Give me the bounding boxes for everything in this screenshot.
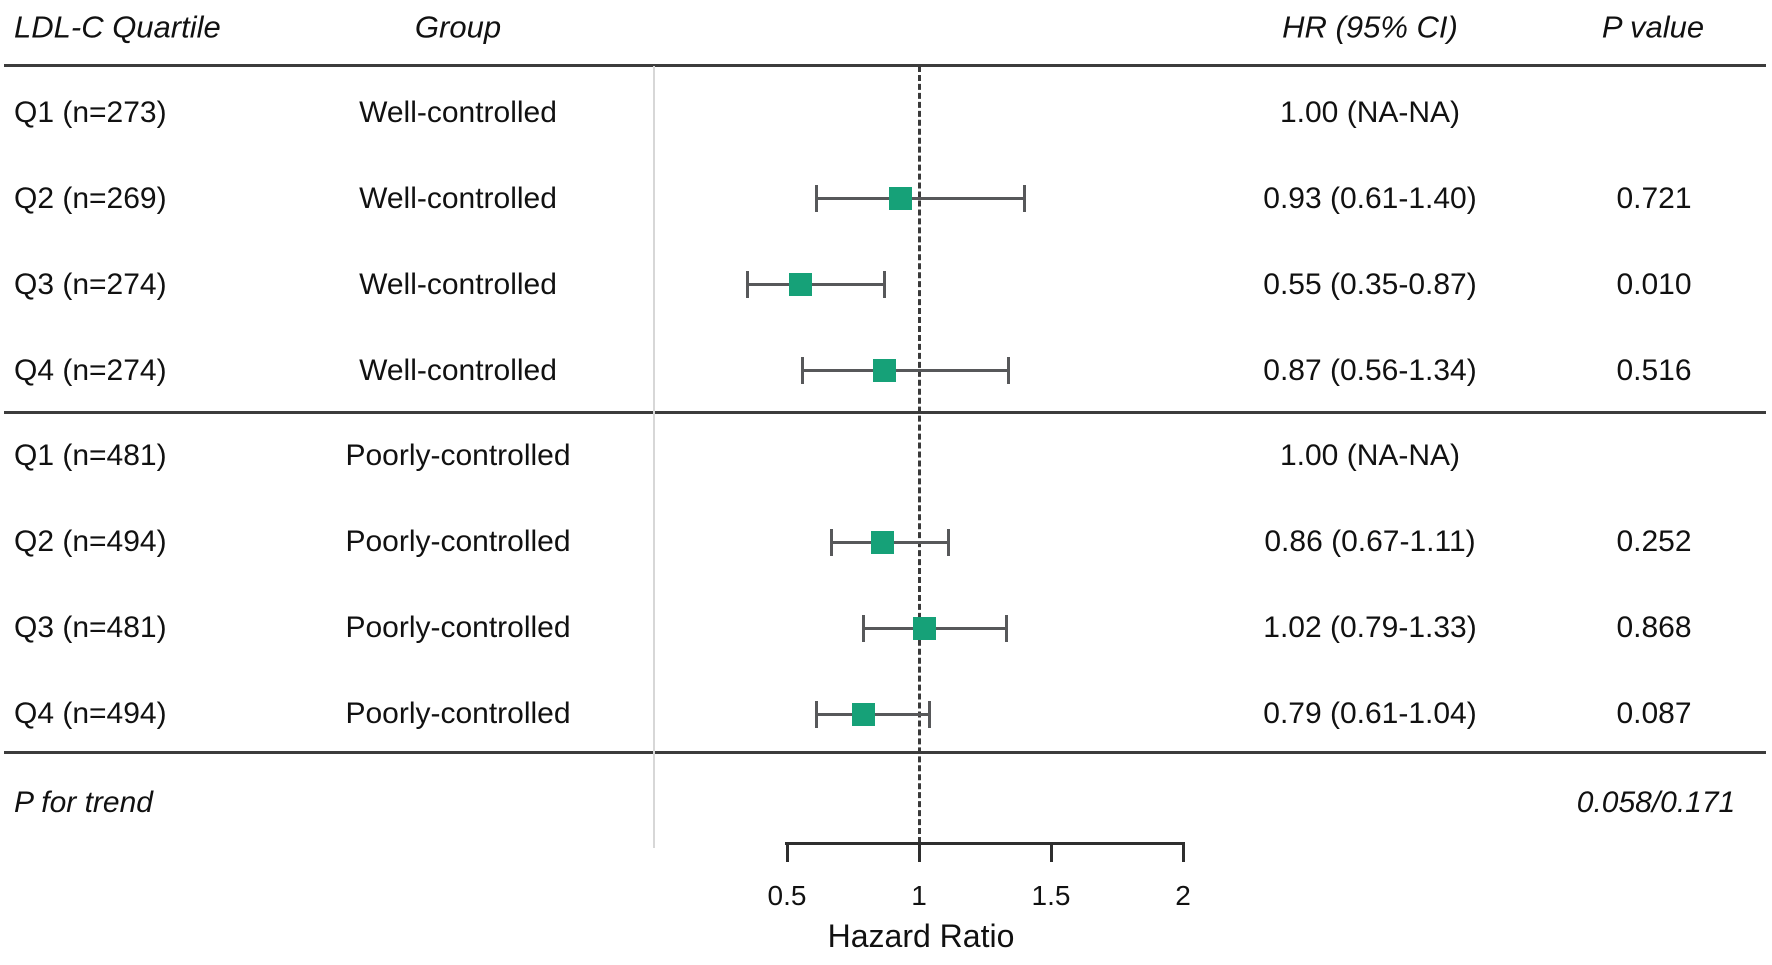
row-quartile-label: Q1 (n=481) — [14, 439, 167, 473]
hr-point-marker — [788, 273, 812, 297]
row-group-label: Well-controlled — [359, 353, 557, 387]
ci-lower-cap — [801, 357, 805, 385]
row-hr-ci-text: 0.55 (0.35-0.87) — [1263, 267, 1477, 301]
row-quartile-label: Q4 (n=274) — [14, 353, 167, 387]
ci-upper-cap — [1004, 614, 1008, 642]
x-axis-tick — [1049, 842, 1053, 862]
reference-line-hr-1 — [917, 66, 921, 843]
row-group-label: Poorly-controlled — [345, 525, 571, 559]
row-quartile-label: Q3 (n=274) — [14, 267, 167, 301]
ci-upper-cap — [883, 271, 887, 299]
row-quartile-label: Q3 (n=481) — [14, 611, 167, 645]
x-axis-tick-label: 2 — [1175, 880, 1191, 911]
row-hr-ci-text: 1.00 (NA-NA) — [1279, 96, 1461, 129]
row-hr-ci-text: 0.87 (0.56-1.34) — [1263, 353, 1477, 387]
x-axis-tick — [1181, 842, 1185, 862]
x-axis-line — [785, 842, 1185, 845]
ci-lower-cap — [814, 700, 818, 728]
hr-point-marker — [889, 187, 913, 211]
ci-upper-cap — [1023, 185, 1027, 213]
row-p-value-text: 0.252 — [1616, 525, 1692, 559]
hr-point-marker — [852, 702, 876, 726]
ci-lower-cap — [814, 185, 818, 213]
column-header-quartile: LDL-C Quartile — [14, 9, 221, 45]
row-p-value-text: 0.010 — [1616, 267, 1692, 301]
ci-lower-cap — [745, 271, 749, 299]
row-group-label: Well-controlled — [359, 181, 557, 215]
row-p-value-text: 0.868 — [1616, 611, 1692, 645]
row-group-label: Well-controlled — [359, 267, 557, 301]
column-header-hr-ci: HR (95% CI) — [1282, 9, 1458, 45]
hr-point-marker — [912, 616, 936, 640]
row-group-label: Poorly-controlled — [345, 439, 571, 473]
plot-area-left-divider — [653, 66, 655, 848]
ci-whisker-line — [747, 283, 885, 287]
row-quartile-label: Q1 (n=273) — [14, 96, 167, 129]
ci-whisker-line — [802, 369, 1009, 373]
x-axis-tick-label: 1 — [911, 880, 927, 911]
row-group-label: Well-controlled — [359, 96, 557, 129]
p-for-trend-label: P for trend — [14, 786, 153, 819]
x-axis-tick — [917, 842, 921, 862]
ci-upper-cap — [1007, 357, 1011, 385]
ci-upper-cap — [946, 528, 950, 556]
column-header-p-value: P value — [1601, 9, 1705, 45]
row-quartile-label: Q2 (n=269) — [14, 181, 167, 215]
column-header-group: Group — [414, 9, 502, 45]
row-hr-ci-text: 1.02 (0.79-1.33) — [1263, 611, 1477, 645]
footer-divider-rule — [4, 751, 1766, 754]
x-axis-title: Hazard Ratio — [827, 918, 1015, 954]
row-p-value-text: 0.087 — [1616, 697, 1692, 731]
header-divider-rule — [4, 64, 1766, 67]
x-axis-tick — [785, 842, 789, 862]
x-axis-tick-label: 0.5 — [767, 880, 807, 911]
p-for-trend-value: 0.058/0.171 — [1576, 786, 1736, 819]
x-axis-tick-label: 1.5 — [1031, 880, 1071, 911]
row-hr-ci-text: 1.00 (NA-NA) — [1279, 439, 1461, 473]
hr-point-marker — [873, 359, 897, 383]
row-hr-ci-text: 0.93 (0.61-1.40) — [1263, 181, 1477, 215]
row-p-value-text: 0.516 — [1616, 353, 1692, 387]
row-quartile-label: Q4 (n=494) — [14, 697, 167, 731]
row-group-label: Poorly-controlled — [345, 611, 571, 645]
ci-whisker-line — [816, 197, 1025, 201]
row-hr-ci-text: 0.86 (0.67-1.11) — [1264, 525, 1476, 559]
row-hr-ci-text: 0.79 (0.61-1.04) — [1263, 697, 1477, 731]
row-group-label: Poorly-controlled — [345, 697, 571, 731]
row-quartile-label: Q2 (n=494) — [14, 525, 167, 559]
ci-upper-cap — [928, 700, 932, 728]
row-p-value-text: 0.721 — [1616, 181, 1692, 215]
ci-lower-cap — [830, 528, 834, 556]
section-divider-rule — [4, 411, 1766, 414]
hr-point-marker — [870, 530, 894, 554]
ci-lower-cap — [862, 614, 866, 642]
